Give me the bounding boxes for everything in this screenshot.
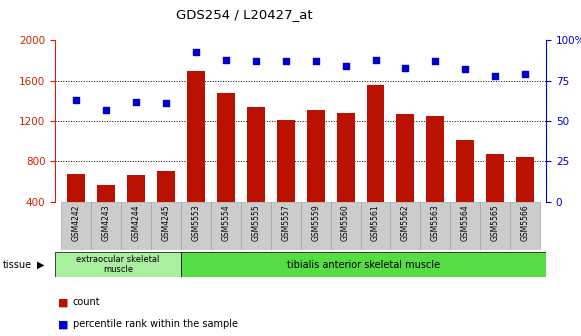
Text: tissue: tissue [3, 260, 32, 269]
Text: tibialis anterior skeletal muscle: tibialis anterior skeletal muscle [287, 260, 440, 269]
Bar [301, 202, 331, 250]
Text: ■: ■ [58, 297, 69, 307]
Text: GSM5565: GSM5565 [491, 204, 500, 241]
Point [162, 100, 171, 106]
Point [191, 49, 200, 54]
Bar [121, 202, 151, 250]
Bar [241, 202, 271, 250]
Bar [181, 202, 211, 250]
Bar [277, 120, 295, 202]
Text: GSM4243: GSM4243 [102, 204, 110, 241]
Bar [67, 174, 85, 202]
Bar [97, 185, 115, 202]
Bar [336, 113, 354, 202]
Text: GSM5564: GSM5564 [461, 204, 470, 241]
Point [431, 58, 440, 64]
Bar [367, 85, 385, 202]
Text: GSM5555: GSM5555 [251, 204, 260, 241]
Bar [187, 71, 205, 202]
Bar [456, 140, 474, 202]
Point [490, 73, 500, 79]
Bar [331, 202, 361, 250]
Text: GSM5566: GSM5566 [521, 204, 530, 241]
Point [221, 57, 231, 62]
Point [401, 65, 410, 71]
Point [341, 64, 350, 69]
Bar [390, 202, 421, 250]
Text: percentile rank within the sample: percentile rank within the sample [73, 319, 238, 329]
Text: GSM5563: GSM5563 [431, 204, 440, 241]
Bar [480, 202, 510, 250]
Bar [421, 202, 450, 250]
Text: GSM5559: GSM5559 [311, 204, 320, 241]
Bar [211, 202, 241, 250]
Text: GSM5557: GSM5557 [281, 204, 290, 241]
Bar [151, 202, 181, 250]
Bar [510, 202, 540, 250]
Point [461, 67, 470, 72]
Text: GSM4244: GSM4244 [131, 204, 141, 241]
Text: GSM5561: GSM5561 [371, 204, 380, 241]
Text: extraocular skeletal
muscle: extraocular skeletal muscle [76, 255, 160, 274]
Text: GSM4245: GSM4245 [162, 204, 170, 241]
Bar [271, 202, 301, 250]
Bar [247, 107, 265, 202]
Point [521, 72, 530, 77]
Bar [181, 252, 546, 277]
Text: GSM5560: GSM5560 [341, 204, 350, 241]
Text: GDS254 / L20427_at: GDS254 / L20427_at [175, 8, 313, 22]
Text: ▶: ▶ [37, 260, 44, 269]
Bar [61, 202, 91, 250]
Bar [55, 252, 181, 277]
Bar [486, 154, 504, 202]
Point [131, 99, 141, 104]
Bar [450, 202, 480, 250]
Bar [127, 175, 145, 202]
Text: count: count [73, 297, 101, 307]
Point [311, 58, 320, 64]
Text: GSM4242: GSM4242 [71, 204, 81, 241]
Bar [426, 116, 444, 202]
Bar [157, 171, 175, 202]
Bar [361, 202, 390, 250]
Point [71, 97, 81, 103]
Bar [217, 93, 235, 202]
Bar [307, 110, 325, 202]
Point [102, 107, 111, 112]
Point [371, 57, 380, 62]
Bar [516, 157, 534, 202]
Point [281, 58, 290, 64]
Bar [91, 202, 121, 250]
Point [251, 58, 260, 64]
Text: GSM5562: GSM5562 [401, 204, 410, 241]
Text: GSM5553: GSM5553 [191, 204, 200, 241]
Text: GSM5554: GSM5554 [221, 204, 230, 241]
Bar [396, 114, 414, 202]
Text: ■: ■ [58, 319, 69, 329]
